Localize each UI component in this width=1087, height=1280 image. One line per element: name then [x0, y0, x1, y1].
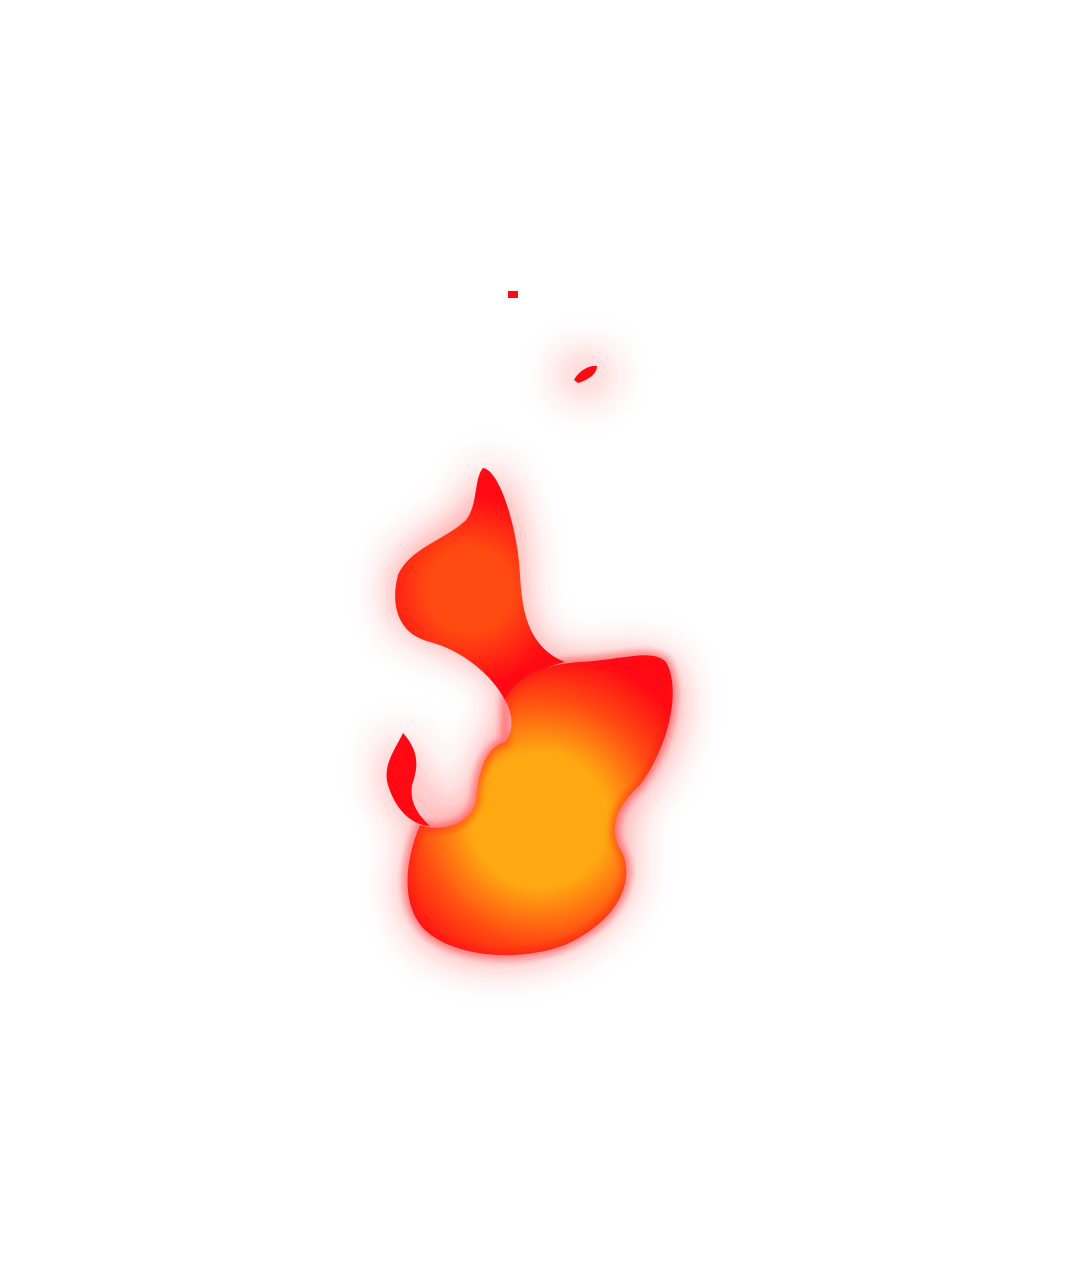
- ember-spark: [574, 365, 597, 383]
- ember-spark-small: [508, 291, 518, 298]
- flame-upper-lobe: [395, 468, 565, 700]
- flame-body: [407, 655, 673, 956]
- flame-curl: [386, 733, 430, 826]
- flame-soft-edge: [402, 650, 678, 961]
